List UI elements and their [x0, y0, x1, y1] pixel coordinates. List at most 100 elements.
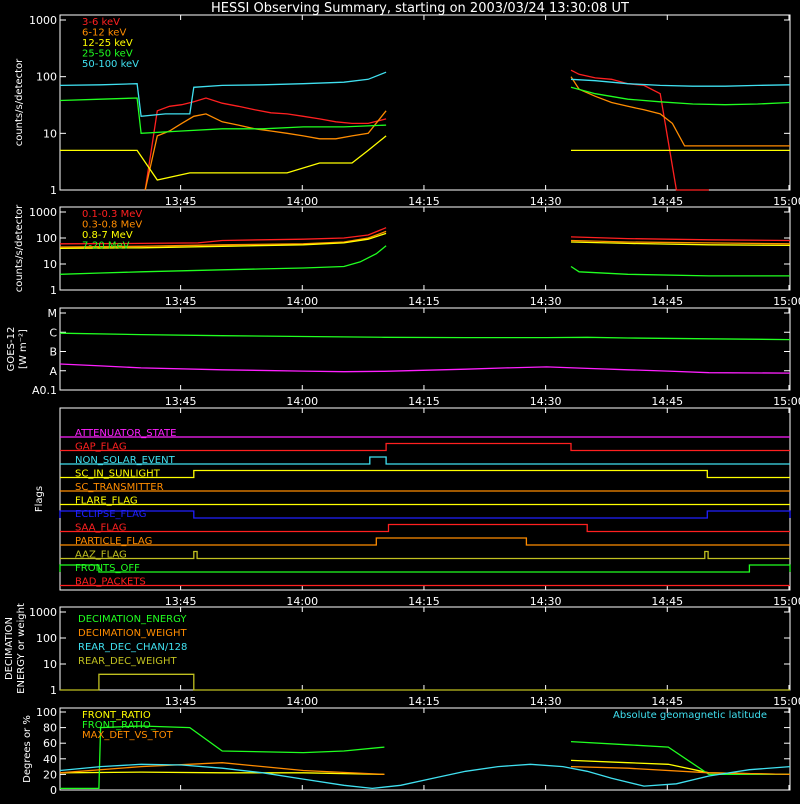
panel-flags-xtick-label: 13:45 — [165, 595, 197, 608]
panel-flags-xtick-label: 15:00 — [773, 595, 800, 608]
panel-ratios-ytick-label: 80 — [43, 722, 57, 735]
panel-low-energy-series-3-line-1 — [570, 86, 791, 106]
panel-high-energy-series-3-line-0 — [59, 245, 387, 275]
panel-decimation-legend-1: DECIMATION_WEIGHT — [78, 628, 187, 639]
panel-high-energy-series-2-line-0 — [59, 232, 387, 249]
flag-label-7: SAA_FLAG — [75, 523, 126, 534]
panel-decimation-ytick-label: 1 — [50, 684, 57, 697]
panel-low-energy-ytick-label: 1000 — [29, 14, 57, 27]
panel-goes-series-1-line — [59, 363, 791, 374]
panel-goes-ytick-label: C — [49, 326, 57, 339]
panel-ratios-series-3-line-0 — [59, 763, 791, 790]
panel-goes-ytick-label: A0.1 — [32, 384, 57, 397]
panel-high-energy-xtick-label: 14:45 — [651, 295, 683, 308]
panel-goes-ytick-label: B — [49, 346, 57, 359]
panel-ratios-series-1-line-1 — [570, 740, 790, 776]
panel-goes-xtick-label: 13:45 — [165, 395, 197, 408]
flag-label-8: PARTICLE_FLAG — [75, 536, 152, 547]
panel-decimation-ylabel-1: DECIMATION — [4, 617, 15, 680]
panel-high-energy-ylabel: counts/s/detector — [14, 204, 25, 292]
flag-trace-6 — [59, 510, 791, 519]
panel-high-energy-legend-1: 0.3-0.8 MeV — [82, 220, 142, 231]
panel-low-energy-series-3-line-0 — [59, 97, 387, 134]
panel-high-energy-xtick-label: 14:30 — [530, 295, 562, 308]
panel-flags-xtick-label: 14:00 — [286, 595, 318, 608]
panel-ratios-annotation: Absolute geomagnetic latitude — [613, 710, 767, 721]
panel-decimation-ytick-label: 1000 — [29, 606, 57, 619]
panel-high-energy-xtick-label: 14:15 — [408, 295, 440, 308]
panel-low-energy-series-1-line-1 — [570, 76, 790, 147]
panel-high-energy-series-0-line-1 — [570, 236, 791, 242]
flag-label-5: FLARE_FLAG — [75, 496, 138, 507]
panel-goes-xtick-label: 14:45 — [651, 395, 683, 408]
panel-low-energy-series-2-line-0 — [60, 135, 387, 181]
panel-goes-series-0-line — [59, 332, 791, 341]
panel-ratios-series-1-line-0 — [60, 725, 385, 790]
panel-goes-xtick-label: 15:00 — [773, 395, 800, 408]
flag-label-11: BAD_PACKETS — [75, 577, 146, 588]
panel-low-energy-legend-1: 6-12 keV — [82, 28, 126, 39]
panel-decimation-ylabel-2: ENERGY or weight — [16, 603, 27, 694]
panel-ratios-ytick-label: 20 — [43, 768, 57, 781]
panel-high-energy-legend-2: 0.8-7 MeV — [82, 230, 133, 241]
panel-ratios-series-2-line-1 — [570, 765, 791, 776]
panel-high-energy-ytick-label: 10 — [43, 258, 57, 271]
panel-flags-xtick-label: 14:45 — [651, 595, 683, 608]
panel-low-energy-ytick-label: 100 — [36, 71, 57, 84]
flag-trace-8 — [60, 537, 790, 546]
panel-ratios-frame — [59, 707, 791, 791]
flag-trace-3 — [60, 469, 790, 479]
panel-decimation-xtick-label: 13:45 — [165, 695, 197, 708]
panel-decimation-legend-3: REAR_DEC_WEIGHT — [78, 656, 177, 667]
panel-low-energy-legend-4: 50-100 keV — [82, 59, 139, 70]
panel-decimation-ytick-label: 100 — [36, 632, 57, 645]
panel-goes-ylabel: GOES-12 — [6, 327, 17, 372]
panel-high-energy-series-3-line-1 — [570, 265, 790, 277]
panel-high-energy-series-2-line-1 — [570, 241, 791, 247]
panel-low-energy-series-4-line-1 — [570, 78, 791, 87]
flag-label-2: NON_SOLAR_EVENT — [75, 455, 176, 466]
panel-low-energy-xtick-label: 13:45 — [165, 195, 197, 208]
panel-ratios-ytick-label: 100 — [36, 706, 57, 719]
panel-low-energy-xtick-label: 14:30 — [530, 195, 562, 208]
panel-ratios-ytick-label: 0 — [50, 784, 57, 797]
panel-flags-ylabel: Flags — [34, 486, 45, 512]
panel-decimation-xtick-label: 14:30 — [530, 695, 562, 708]
panel-goes-ytick-label: A — [49, 365, 57, 378]
panel-ratios-legend-1: FRONT_RATIO_ — [82, 720, 157, 731]
flag-label-3: SC_IN_SUNLIGHT — [75, 469, 161, 480]
panel-decimation-xtick-label: 14:00 — [286, 695, 318, 708]
panel-low-energy-ylabel: counts/s/detector — [14, 58, 25, 146]
chart-title: HESSI Observing Summary, starting on 200… — [211, 1, 629, 16]
panel-ratios-legend-0: FRONT_RATIO — [82, 710, 151, 721]
panel-goes-xtick-label: 14:15 — [408, 395, 440, 408]
flag-label-6: ECLIPSE_FLAG — [75, 509, 146, 520]
panel-low-energy-series-0-line-0 — [144, 97, 387, 191]
panel-high-energy-xtick-label: 13:45 — [165, 295, 197, 308]
panel-ratios-ylabel: Degrees or % — [22, 715, 33, 783]
panel-goes-xtick-label: 14:00 — [286, 395, 318, 408]
panel-ratios-ytick-label: 60 — [43, 737, 57, 750]
flag-label-10: FRONTS_OFF — [75, 563, 140, 574]
flag-label-0: ATTENUATOR_STATE — [75, 428, 176, 439]
panel-low-energy-series-0-line-1 — [570, 69, 709, 191]
panel-goes-ytick-label: M — [48, 307, 58, 320]
panel-low-energy-xtick-label: 14:15 — [408, 195, 440, 208]
panel-decimation-ytick-label: 10 — [43, 658, 57, 671]
panel-flags-xtick-label: 14:15 — [408, 595, 440, 608]
panel-low-energy-xtick-label: 15:00 — [773, 195, 800, 208]
flag-label-4: SC_TRANSMITTER — [75, 482, 164, 493]
panel-decimation-xtick-label: 14:45 — [651, 695, 683, 708]
panel-ratios-series-0-line-0 — [59, 771, 385, 776]
flag-label-1: GAP_FLAG — [75, 442, 127, 453]
flag-trace-10 — [59, 564, 791, 573]
panel-high-energy-ytick-label: 100 — [36, 232, 57, 245]
panel-low-energy-xtick-label: 14:00 — [286, 195, 318, 208]
panel-high-energy-ytick-label: 1000 — [29, 206, 57, 219]
panel-high-energy-ytick-label: 1 — [50, 284, 57, 297]
panel-low-energy-legend-2: 12-25 keV — [82, 38, 133, 49]
panel-low-energy-frame — [59, 14, 791, 191]
panel-decimation-legend-2: REAR_DEC_CHAN/128 — [78, 642, 187, 653]
